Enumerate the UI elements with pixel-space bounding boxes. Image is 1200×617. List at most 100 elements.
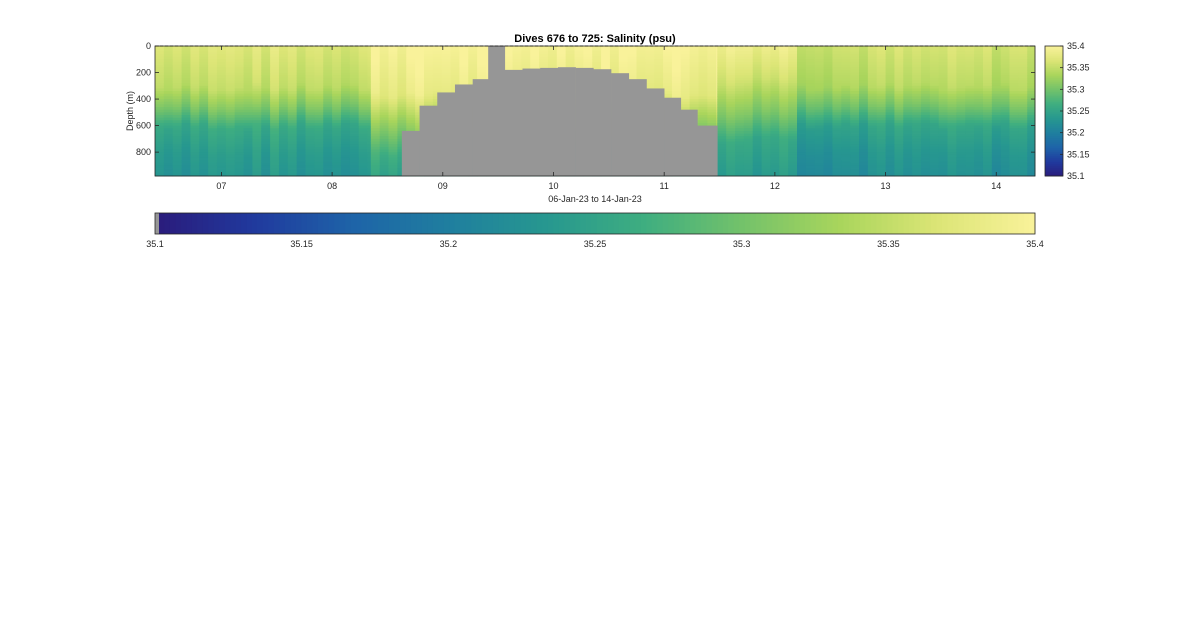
heatmap-cell — [367, 56, 372, 60]
heatmap-cell — [663, 85, 673, 89]
heatmap-cell — [296, 122, 306, 126]
heatmap-cell — [243, 46, 253, 50]
heatmap-cell — [163, 69, 174, 73]
heatmap-cell — [867, 162, 878, 166]
heatmap-cell — [332, 162, 342, 166]
heatmap-cell — [261, 77, 271, 81]
heatmap-cell — [982, 122, 993, 126]
heatmap-cell — [199, 51, 209, 55]
heatmap-cell — [370, 85, 381, 89]
heatmap-cell — [314, 51, 324, 55]
heatmap-cell — [654, 56, 664, 60]
heatmap-cell — [601, 48, 611, 52]
heatmap-cell — [155, 107, 165, 111]
heatmap-cell — [477, 72, 487, 76]
heatmap-cell — [903, 162, 913, 166]
heatmap-cell — [547, 59, 558, 63]
heatmap-cell — [859, 48, 869, 52]
missing-data-column — [611, 73, 630, 176]
heatmap-cell — [707, 112, 717, 116]
heatmap-cell — [726, 144, 736, 148]
heatmap-cell — [876, 48, 886, 52]
heatmap-cell — [752, 165, 762, 169]
heatmap-cell — [912, 107, 922, 111]
heatmap-cell — [805, 146, 816, 150]
heatmap-cell — [155, 56, 165, 60]
heatmap-cell — [225, 144, 236, 148]
heatmap-cell — [397, 72, 407, 76]
heatmap-cell — [199, 173, 209, 177]
heatmap-cell — [894, 152, 904, 156]
heatmap-cell — [636, 72, 646, 76]
heatmap-cell — [349, 107, 360, 111]
heatmap-cell — [199, 88, 209, 92]
heatmap-cell — [707, 101, 717, 105]
heatmap-cell — [974, 91, 984, 95]
heatmap-cell — [903, 53, 913, 58]
heatmap-cell — [788, 59, 798, 63]
heatmap-cell — [743, 149, 754, 153]
heatmap-cell — [947, 152, 957, 156]
heatmap-cell — [752, 85, 762, 89]
heatmap-cell — [707, 75, 717, 79]
heatmap-cell — [991, 152, 1002, 156]
heatmap-cell — [252, 53, 262, 58]
heatmap-cell — [332, 104, 342, 108]
heatmap-cell — [982, 144, 993, 148]
heatmap-cell — [270, 91, 280, 95]
heatmap-cell — [805, 80, 816, 84]
heatmap-cell — [823, 93, 833, 97]
heatmap-cell — [314, 46, 324, 50]
heatmap-cell — [982, 136, 993, 140]
heatmap-cell — [181, 93, 191, 97]
heatmap-cell — [530, 64, 540, 68]
heatmap-cell — [805, 75, 816, 79]
heatmap-cell — [707, 51, 717, 55]
heatmap-cell — [814, 80, 824, 84]
heatmap-cell — [278, 122, 289, 126]
heatmap-cell — [716, 85, 718, 89]
heatmap-cell — [332, 99, 342, 103]
heatmap-cell — [850, 144, 860, 148]
heatmap-cell — [1027, 128, 1036, 132]
heatmap-cell — [920, 96, 931, 100]
heatmap-cell — [680, 51, 691, 55]
heatmap-cell — [726, 146, 736, 150]
heatmap-cell — [252, 141, 262, 145]
heatmap-cell — [832, 154, 842, 158]
heatmap-cell — [867, 117, 878, 121]
heatmap-cell — [379, 67, 389, 71]
heatmap-cell — [432, 75, 443, 79]
heatmap-cell — [938, 104, 948, 108]
heatmap-cell — [707, 117, 717, 121]
heatmap-cell — [947, 128, 957, 132]
missing-data-column — [488, 46, 506, 176]
heatmap-cell — [287, 128, 298, 132]
heatmap-cell — [155, 162, 165, 166]
heatmap-cell — [155, 117, 165, 121]
heatmap-cell — [982, 91, 993, 95]
heatmap-cell — [876, 83, 886, 87]
heatmap-cell — [155, 85, 165, 89]
heatmap-cell — [903, 88, 913, 92]
heatmap-cell — [340, 168, 351, 172]
heatmap-cell — [1009, 157, 1019, 161]
heatmap-cell — [929, 88, 940, 92]
heatmap-cell — [199, 101, 209, 105]
heatmap-cell — [190, 59, 200, 63]
heatmap-cell — [270, 165, 280, 169]
heatmap-cell — [894, 122, 904, 126]
heatmap-cell — [388, 122, 398, 126]
heatmap-cell — [583, 51, 593, 55]
heatmap-cell — [370, 69, 381, 73]
heatmap-cell — [592, 51, 602, 55]
heatmap-cell — [225, 99, 236, 103]
heatmap-cell — [270, 162, 280, 166]
heatmap-cell — [190, 75, 200, 79]
heatmap-cell — [477, 48, 487, 52]
heatmap-cell — [716, 48, 718, 52]
heatmap-cell — [735, 136, 745, 140]
heatmap-cell — [296, 125, 306, 129]
heatmap-cell — [805, 56, 816, 60]
heatmap-cell — [521, 64, 531, 68]
